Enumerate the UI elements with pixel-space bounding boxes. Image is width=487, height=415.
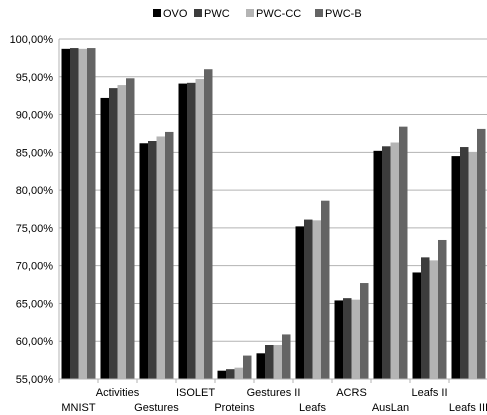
- legend-swatch: [153, 9, 161, 17]
- bar-pwc-b-mnist: [87, 48, 96, 380]
- legend-label: OVO: [163, 8, 188, 20]
- bar-ovo-leafs: [295, 226, 304, 379]
- bar-pwc-b-leafs-iii: [477, 128, 486, 379]
- bar-pwc-cc-leafs-ii: [429, 260, 438, 379]
- axes: [58, 39, 487, 383]
- legend-label: PWC-B: [325, 8, 362, 20]
- legend-swatch: [315, 9, 323, 17]
- x-category-label: Leafs: [299, 402, 326, 414]
- bar-pwc-isolet: [187, 82, 196, 380]
- bar-pwc-auslan: [382, 146, 391, 379]
- bar-pwc-cc-activities: [117, 85, 126, 379]
- x-category-label: Leafs II: [411, 387, 447, 399]
- bar-pwc-b-leafs: [321, 200, 330, 379]
- y-tick-label: 90,00%: [16, 110, 54, 122]
- bar-pwc-b-leafs-ii: [438, 239, 447, 379]
- x-category-label: Gestures II: [247, 387, 301, 399]
- bar-ovo-leafs-iii: [451, 156, 460, 379]
- bar-pwc-cc-isolet: [195, 79, 204, 380]
- bar-pwc-b-proteins: [243, 355, 252, 379]
- bar-pwc-b-activities: [126, 78, 135, 380]
- y-tick-label: 65,00%: [16, 298, 54, 310]
- legend-label: PWC-CC: [256, 8, 301, 20]
- bar-pwc-b-acrs: [360, 283, 369, 379]
- legend: OVO PWC PWC-CC PWC-B: [153, 8, 362, 20]
- bar-pwc-activities: [109, 88, 118, 379]
- bar-pwc-cc-acrs: [351, 299, 360, 379]
- bar-pwc-cc-leafs-iii: [468, 152, 477, 379]
- bar-pwc-leafs-iii: [460, 147, 469, 379]
- y-tick-label: 100,00%: [10, 34, 54, 46]
- bar-pwc-acrs: [343, 298, 352, 379]
- bar-pwc-gestures: [148, 141, 157, 379]
- bar-pwc-cc-gestures: [156, 136, 165, 379]
- bar-pwc-b-isolet: [204, 69, 213, 379]
- legend-swatch: [194, 9, 202, 17]
- y-tick-label: 95,00%: [16, 72, 54, 84]
- y-tick-label: 60,00%: [16, 336, 54, 348]
- bar-pwc-cc-leafs: [312, 220, 321, 379]
- y-tick-label: 75,00%: [16, 223, 54, 235]
- bar-pwc-leafs-ii: [421, 257, 430, 379]
- y-tick-label: 55,00%: [16, 374, 54, 386]
- x-category-label: MNIST: [61, 402, 96, 414]
- bar-ovo-gestures-ii: [256, 353, 265, 379]
- bar-ovo-acrs: [334, 300, 343, 379]
- bar-ovo-activities: [100, 97, 109, 379]
- legend-swatch: [246, 9, 254, 17]
- bar-ovo-gestures: [139, 143, 148, 379]
- bar-pwc-cc-auslan: [390, 142, 399, 379]
- x-category-label: Activities: [96, 387, 140, 399]
- bar-pwc-b-auslan: [399, 126, 408, 380]
- bar-pwc-cc-proteins: [234, 367, 243, 379]
- bar-pwc-gestures-ii: [265, 345, 274, 379]
- x-category-label: AusLan: [372, 402, 409, 414]
- y-axis-tick-labels: 55,00% 60,00% 65,00% 70,00% 75,00% 80,00% 85,0…: [10, 34, 54, 386]
- x-category-label: Leafs III: [449, 402, 487, 414]
- x-category-label: ISOLET: [176, 387, 215, 399]
- bar-pwc-mnist: [70, 48, 79, 380]
- bar-pwc-b-gestures-ii: [282, 334, 291, 379]
- bar-pwc-leafs: [304, 219, 313, 379]
- bar-pwc-b-gestures: [165, 131, 174, 379]
- x-category-label: Proteins: [214, 402, 255, 414]
- bar-ovo-mnist: [61, 48, 70, 379]
- y-tick-label: 80,00%: [16, 185, 54, 197]
- bar-pwc-proteins: [226, 369, 235, 379]
- bar-pwc-cc-mnist: [78, 48, 87, 379]
- x-category-label: Gestures: [134, 402, 179, 414]
- bar-pwc-cc-gestures-ii: [273, 345, 282, 379]
- y-tick-label: 85,00%: [16, 147, 54, 159]
- x-category-label: ACRS: [336, 387, 367, 399]
- bar-ovo-leafs-ii: [412, 272, 421, 379]
- bar-ovo-isolet: [178, 83, 187, 380]
- y-tick-label: 70,00%: [16, 261, 54, 273]
- legend-label: PWC: [204, 8, 230, 20]
- bar-ovo-auslan: [373, 150, 382, 379]
- bars: [61, 48, 486, 380]
- bar-ovo-proteins: [217, 370, 226, 379]
